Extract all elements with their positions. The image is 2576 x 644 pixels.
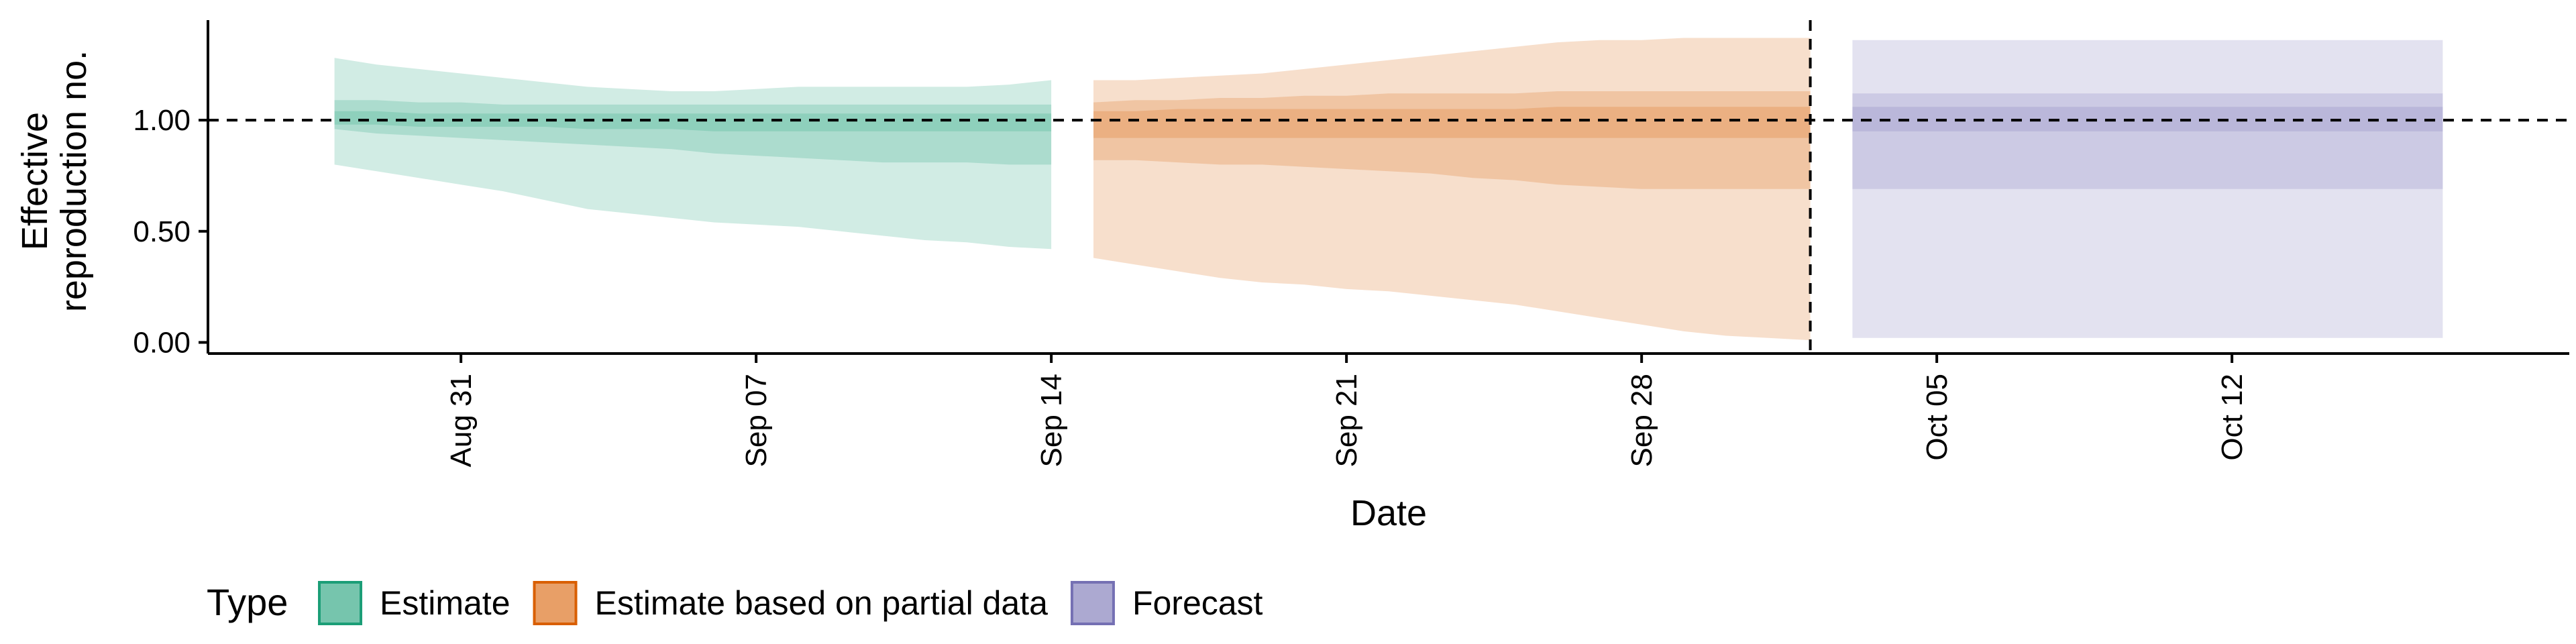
series-estimate-based-on-partial-data xyxy=(1093,38,1811,341)
band-inner xyxy=(334,111,1052,131)
series-estimate xyxy=(334,58,1052,250)
y-axis-title-line-1: Effective xyxy=(15,112,55,250)
x-tick-label: Sep 28 xyxy=(1625,374,1658,467)
legend-key xyxy=(533,581,578,625)
x-tick-label: Sep 21 xyxy=(1330,374,1363,467)
x-tick-label: Sep 07 xyxy=(740,374,773,467)
band-middle xyxy=(334,100,1052,165)
legend-label: Forecast xyxy=(1132,584,1263,622)
legend: Type Estimate Estimate based on partial d… xyxy=(207,581,1263,625)
y-axis-ticks: 0.00 0.50 1.00 xyxy=(133,104,208,359)
legend-label: Estimate xyxy=(380,584,511,622)
y-tick-label: 0.00 xyxy=(133,326,191,359)
y-axis-title-line-2: reproduction no. xyxy=(54,50,94,312)
legend-item: Estimate xyxy=(318,581,511,625)
x-tick-label: Oct 05 xyxy=(1921,374,1953,461)
band-outer xyxy=(1093,38,1811,341)
y-tick-label: 1.00 xyxy=(133,104,191,137)
axes xyxy=(207,20,2569,355)
band-middle xyxy=(1852,93,2443,189)
x-tick-label: Oct 12 xyxy=(2216,374,2249,461)
legend-item: Forecast xyxy=(1070,581,1263,625)
band-outer xyxy=(1852,40,2443,338)
x-axis-ticks: Aug 31 Sep 07 Sep 14 Sep 21 Sep 28 Oct 05 Oct … xyxy=(445,354,2249,467)
bands-layer xyxy=(334,38,2443,341)
series-forecast xyxy=(1852,40,2443,338)
x-tick-label: Sep 14 xyxy=(1035,374,1068,467)
legend-items: Estimate Estimate based on partial data Fo… xyxy=(318,581,1263,625)
legend-key xyxy=(318,581,362,625)
x-tick-label: Aug 31 xyxy=(445,374,478,467)
y-axis-title: Effective reproduction no. xyxy=(15,50,94,312)
y-tick-label: 0.50 xyxy=(133,215,191,248)
band-middle xyxy=(1093,91,1811,189)
legend-label: Estimate based on partial data xyxy=(595,584,1049,622)
legend-key xyxy=(1070,581,1115,625)
band-outer xyxy=(334,58,1052,250)
x-axis-title: Date xyxy=(1350,493,1427,533)
legend-item: Estimate based on partial data xyxy=(533,581,1049,625)
legend-title: Type xyxy=(207,581,288,623)
band-inner xyxy=(1093,107,1811,138)
